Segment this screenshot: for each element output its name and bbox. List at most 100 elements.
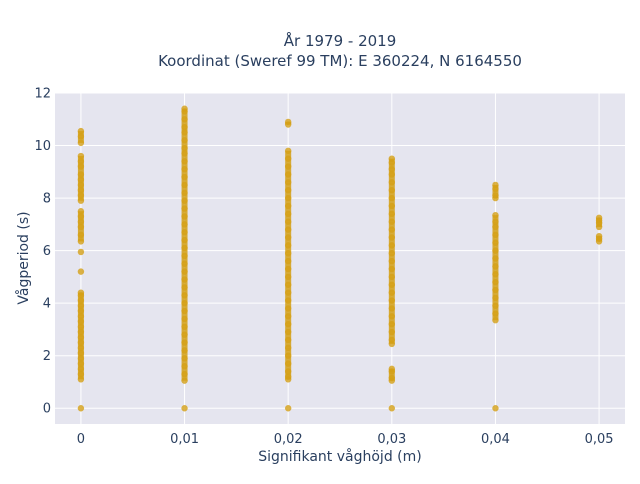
- data-point: [388, 155, 396, 162]
- data-point: [492, 255, 499, 262]
- data-point: [77, 181, 85, 189]
- data-point: [77, 307, 85, 315]
- data-point: [284, 405, 292, 412]
- data-point: [284, 234, 292, 241]
- data-point: [388, 313, 396, 320]
- data-point: [77, 328, 85, 336]
- data-point: [181, 229, 188, 236]
- data-point: [492, 247, 499, 254]
- x-tick-label: 0,03: [377, 432, 406, 447]
- data-point: [284, 210, 292, 218]
- data-point: [284, 273, 292, 281]
- data-point: [388, 218, 396, 225]
- data-point: [181, 276, 188, 283]
- data-point: [284, 313, 292, 320]
- data-point: [77, 158, 85, 165]
- data-point: [284, 242, 292, 249]
- data-point: [77, 152, 85, 160]
- data-point: [181, 236, 188, 244]
- data-point: [77, 127, 85, 135]
- data-point: [77, 302, 85, 309]
- data-point: [181, 315, 188, 323]
- data-point: [181, 137, 188, 144]
- data-point: [77, 231, 85, 239]
- data-point: [388, 226, 396, 233]
- data-point: [492, 302, 499, 309]
- data-markers: [77, 105, 603, 412]
- data-point: [181, 189, 188, 197]
- data-point: [492, 263, 499, 270]
- data-point: [388, 281, 396, 288]
- data-point: [181, 370, 188, 378]
- data-point: [77, 405, 85, 412]
- data-point: [284, 179, 292, 186]
- data-point: [388, 202, 396, 210]
- data-point: [388, 165, 396, 173]
- data-point: [284, 373, 292, 380]
- data-point: [77, 344, 85, 352]
- data-point: [284, 336, 292, 344]
- data-point: [181, 173, 188, 181]
- x-tick-label: 0,02: [274, 432, 303, 447]
- y-axis-label: Vågperiod (s): [15, 211, 32, 304]
- y-tick-label: 0: [43, 402, 51, 417]
- data-point: [284, 226, 292, 233]
- data-point: [181, 299, 188, 307]
- data-point: [388, 179, 396, 186]
- data-point: [388, 210, 396, 218]
- data-point: [595, 214, 603, 221]
- data-point: [388, 365, 396, 373]
- x-tick-label: 0: [77, 432, 85, 447]
- data-point: [492, 294, 499, 302]
- data-point: [388, 194, 396, 202]
- data-point: [492, 218, 499, 225]
- data-point: [77, 334, 85, 341]
- data-point: [388, 305, 396, 312]
- data-point: [77, 339, 85, 346]
- data-point: [77, 318, 85, 325]
- data-point: [492, 278, 499, 286]
- data-point: [181, 284, 188, 291]
- data-point: [77, 223, 85, 231]
- data-point: [181, 363, 188, 370]
- data-point: [77, 186, 85, 194]
- data-point: [388, 320, 396, 328]
- data-point: [284, 257, 292, 265]
- data-point: [388, 297, 396, 304]
- data-point: [284, 281, 292, 288]
- data-point: [492, 310, 499, 317]
- y-tick-label: 4: [43, 297, 51, 312]
- x-axis-label: Signifikant våghöjd (m): [258, 448, 421, 465]
- data-point: [181, 144, 188, 152]
- data-point: [181, 197, 188, 204]
- data-point: [388, 234, 396, 241]
- data-point: [181, 123, 188, 131]
- data-point: [181, 221, 188, 228]
- data-point: [284, 163, 292, 170]
- y-tick-label: 12: [34, 87, 51, 102]
- data-point: [284, 171, 292, 178]
- data-point: [181, 165, 188, 173]
- data-point: [181, 150, 188, 157]
- y-tick-label: 10: [34, 139, 51, 154]
- data-point: [77, 218, 85, 225]
- data-point: [181, 181, 188, 189]
- data-point: [181, 116, 188, 123]
- data-point: [388, 374, 396, 382]
- data-point: [284, 360, 292, 367]
- data-point: [284, 328, 292, 336]
- data-point: [181, 377, 188, 384]
- data-point: [77, 376, 85, 383]
- data-point: [284, 289, 292, 296]
- data-point: [388, 265, 396, 273]
- data-point: [284, 194, 292, 202]
- data-point: [77, 297, 85, 304]
- data-point: [181, 292, 188, 299]
- data-point: [284, 186, 292, 194]
- data-point: [388, 289, 396, 296]
- data-point: [388, 242, 396, 249]
- data-point: [77, 268, 85, 275]
- data-point: [77, 355, 85, 362]
- data-point: [181, 347, 188, 354]
